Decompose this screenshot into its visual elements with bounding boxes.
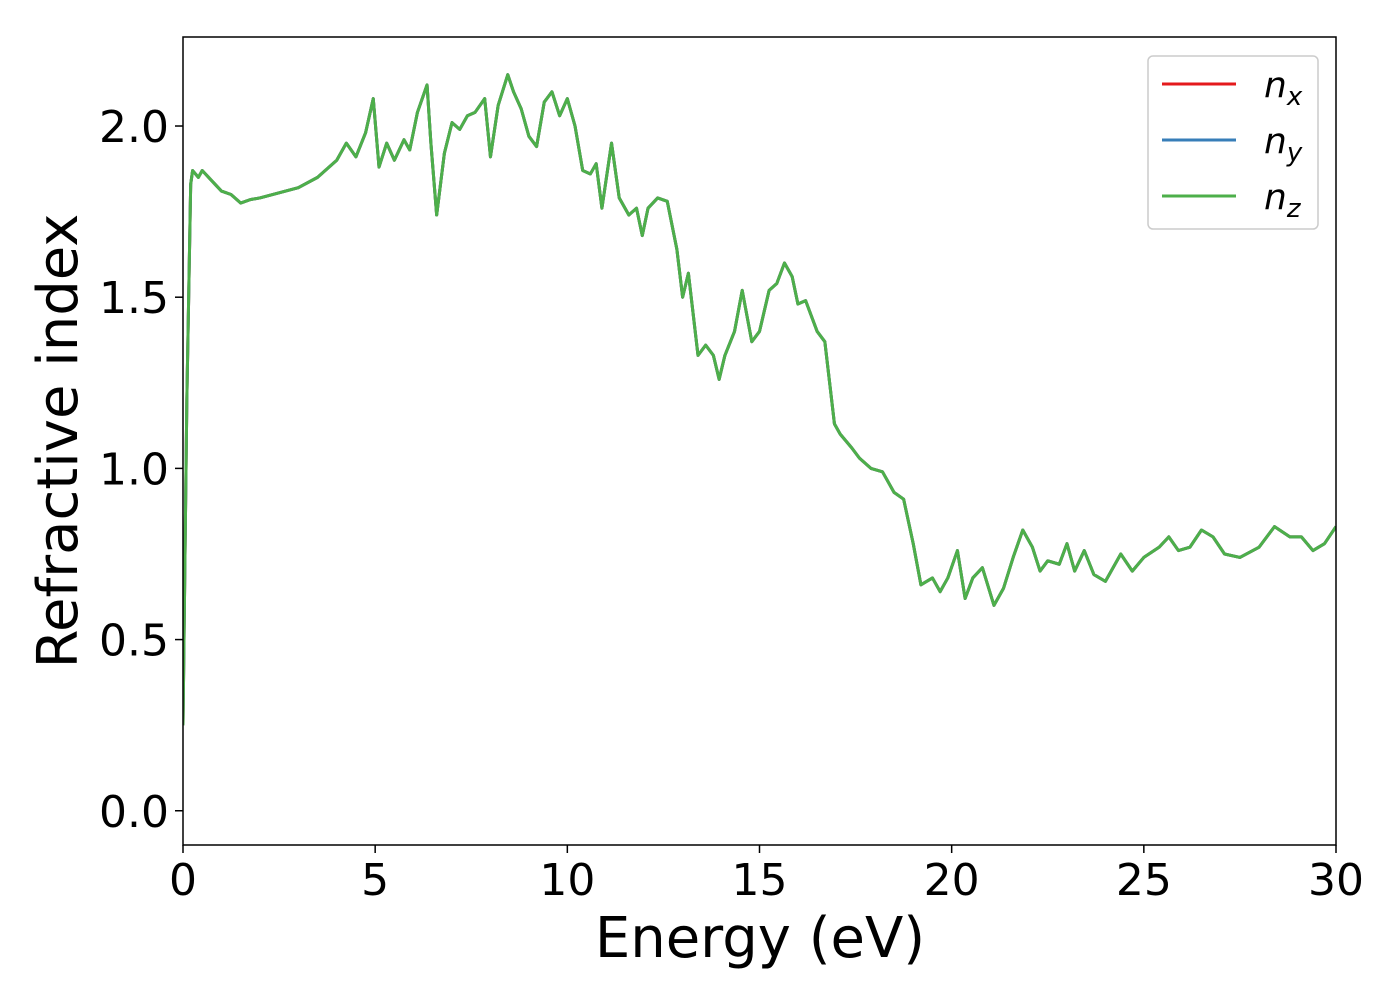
- legend-box: [1147, 55, 1319, 230]
- plot-frame: [182, 36, 1337, 846]
- y-axis-label: Refractive index: [26, 214, 91, 669]
- y-tick-label: 0.0: [99, 787, 169, 838]
- x-tick-label: 20: [924, 855, 980, 906]
- data-line: [183, 73, 1336, 726]
- x-tick-label: 15: [732, 855, 788, 906]
- x-tick-label: 10: [539, 855, 595, 906]
- legend-label: nx: [1264, 65, 1303, 112]
- x-tick-label: 5: [361, 855, 389, 906]
- x-tick-label: 0: [169, 855, 197, 906]
- legend-label: ny: [1264, 121, 1303, 168]
- legend-label: nz: [1264, 177, 1302, 224]
- y-tick-label: 0.5: [99, 616, 169, 667]
- y-tick-label: 2.0: [99, 102, 169, 153]
- x-axis-label: Energy (eV): [595, 906, 925, 971]
- x-tick-label: 30: [1308, 855, 1364, 906]
- y-tick-label: 1.5: [99, 273, 169, 324]
- x-tick-label: 25: [1116, 855, 1172, 906]
- y-tick-label: 1.0: [99, 444, 169, 495]
